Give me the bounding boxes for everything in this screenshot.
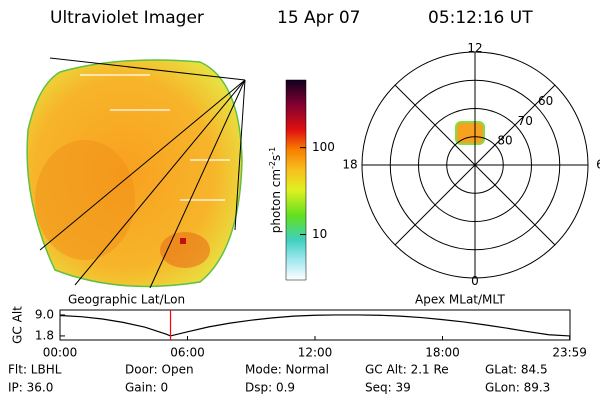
- mlt-label: 18: [342, 158, 357, 172]
- time: 05:12:16 UT: [428, 8, 533, 28]
- lat-ring-label: 80: [497, 134, 512, 148]
- lat-ring: [418, 108, 532, 222]
- info-field: Dsp: 0.9: [245, 381, 295, 395]
- y-tick-label: 9.0: [35, 307, 54, 321]
- altitude-line: [59, 314, 570, 337]
- lat-ring-label: 70: [518, 114, 533, 128]
- info-field: Flt: LBHL: [8, 363, 62, 377]
- x-tick-label: 06:00: [170, 346, 205, 360]
- mlt-label: 6: [596, 158, 600, 172]
- uv-image: [26, 57, 246, 289]
- colorbar-label: photon cm-2s-1: [268, 147, 283, 234]
- lat-ring: [446, 136, 504, 194]
- info-field: Gain: 0: [125, 381, 168, 395]
- y-label: GC Alt: [11, 306, 25, 344]
- right-label: Apex MLat/MLT: [415, 293, 505, 307]
- colorbar-tick-label: 100: [312, 140, 335, 154]
- colorbar-tick-label: 10: [312, 227, 327, 241]
- info-field: GC Alt: 2.1 Re: [365, 363, 449, 377]
- left-label: Geographic Lat/Lon: [68, 293, 185, 307]
- title: Ultraviolet Imager: [50, 8, 204, 28]
- y-tick-label: 1.8: [35, 328, 54, 342]
- x-tick-label: 23:59: [552, 346, 587, 360]
- lat-ring-label: 60: [538, 94, 553, 108]
- x-tick-label: 18:00: [425, 346, 460, 360]
- polar-data: [455, 121, 485, 145]
- info-field: Mode: Normal: [245, 363, 329, 377]
- info-field: IP: 36.0: [8, 381, 53, 395]
- info-field: Door: Open: [125, 363, 194, 377]
- mlt-label: 12: [467, 41, 482, 55]
- date: 15 Apr 07: [277, 8, 360, 28]
- info-field: GLon: 89.3: [485, 381, 550, 395]
- mlt-label: 0: [471, 274, 479, 288]
- info-field: Seq: 39: [365, 381, 411, 395]
- x-tick-label: 12:00: [298, 346, 333, 360]
- info-field: GLat: 84.5: [485, 363, 548, 377]
- x-tick-label: 00:00: [43, 346, 78, 360]
- colorbar: [285, 79, 307, 281]
- lat-ring: [389, 79, 561, 251]
